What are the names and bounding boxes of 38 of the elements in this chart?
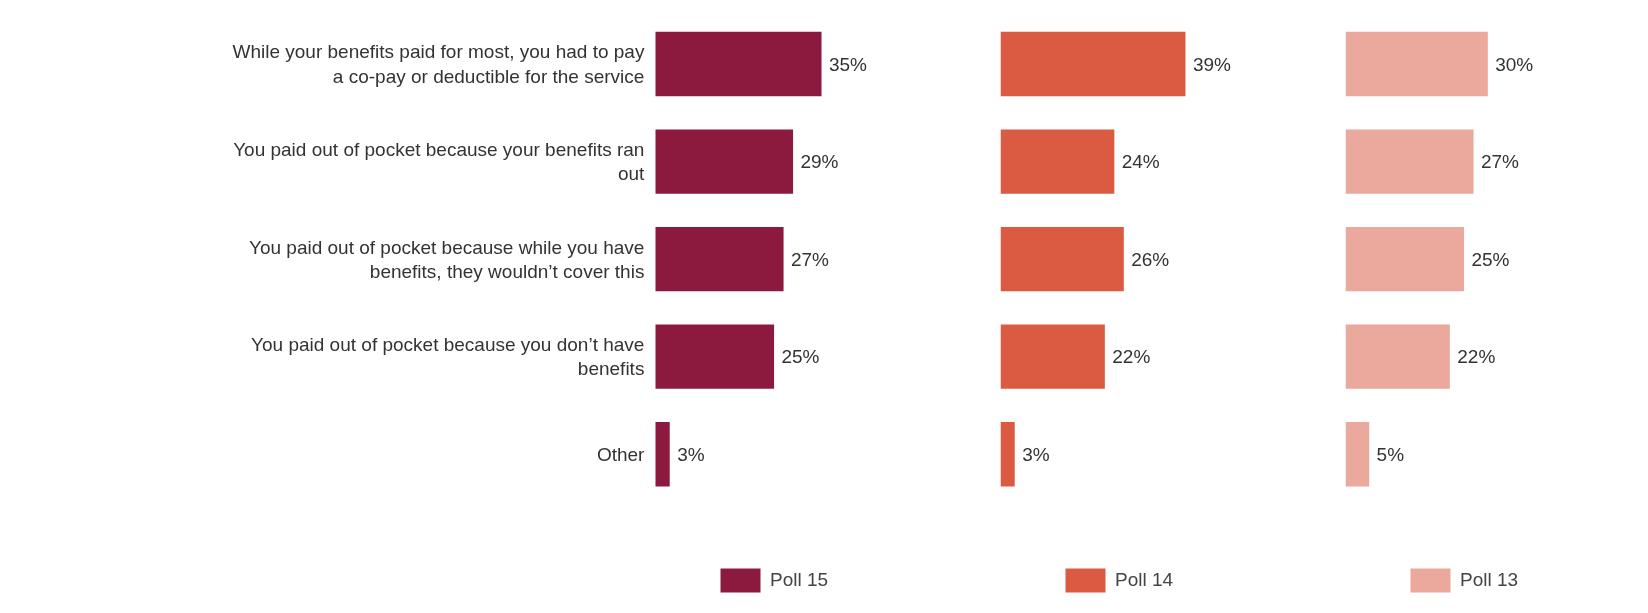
- legend-label: Poll 15: [770, 569, 829, 591]
- data-label: 24%: [1121, 151, 1160, 173]
- data-label: 25%: [781, 346, 820, 368]
- bar: [655, 226, 784, 292]
- data-label: 3%: [677, 443, 705, 465]
- bar: [1345, 129, 1474, 194]
- data-label: 22%: [1112, 346, 1151, 368]
- data-label: 3%: [1022, 443, 1050, 465]
- bar: [655, 31, 822, 97]
- bar: [1345, 324, 1450, 389]
- data-label: 29%: [800, 151, 839, 173]
- legend-label: Poll 14: [1115, 569, 1174, 591]
- bar: [1000, 324, 1105, 389]
- bar: [1000, 226, 1124, 292]
- data-label: 35%: [828, 53, 868, 75]
- y-tick-label: While your benefits paid for most, you had to pay a co-pay or deductible for the service: [232, 41, 645, 87]
- bar: [1000, 422, 1015, 487]
- data-label: 26%: [1131, 248, 1170, 270]
- y-tick-label: You paid out of pocket because you don’t have benefits: [251, 334, 645, 380]
- bar: [1345, 226, 1465, 292]
- data-label: 25%: [1471, 248, 1510, 270]
- bar: [1000, 31, 1186, 97]
- data-label: 39%: [1192, 53, 1232, 75]
- y-tick-label: Other: [596, 443, 646, 465]
- bar: [655, 324, 775, 389]
- y-tick-label: You paid out of pocket because your benefits ran out: [233, 138, 646, 185]
- legend-label: Poll 13: [1460, 569, 1519, 591]
- data-label: 27%: [1480, 151, 1520, 173]
- bar: [1345, 422, 1370, 487]
- data-label: 30%: [1495, 53, 1534, 75]
- data-label: 22%: [1457, 346, 1496, 368]
- data-label: 27%: [790, 248, 830, 270]
- bar: [1000, 129, 1115, 194]
- y-tick-label: You paid out of pocket because while you have benefits, they wouldn’t cover this: [248, 236, 645, 282]
- bar: [655, 129, 794, 194]
- data-label: 5%: [1376, 443, 1405, 465]
- bar: [655, 422, 670, 487]
- bar: [1345, 31, 1488, 97]
